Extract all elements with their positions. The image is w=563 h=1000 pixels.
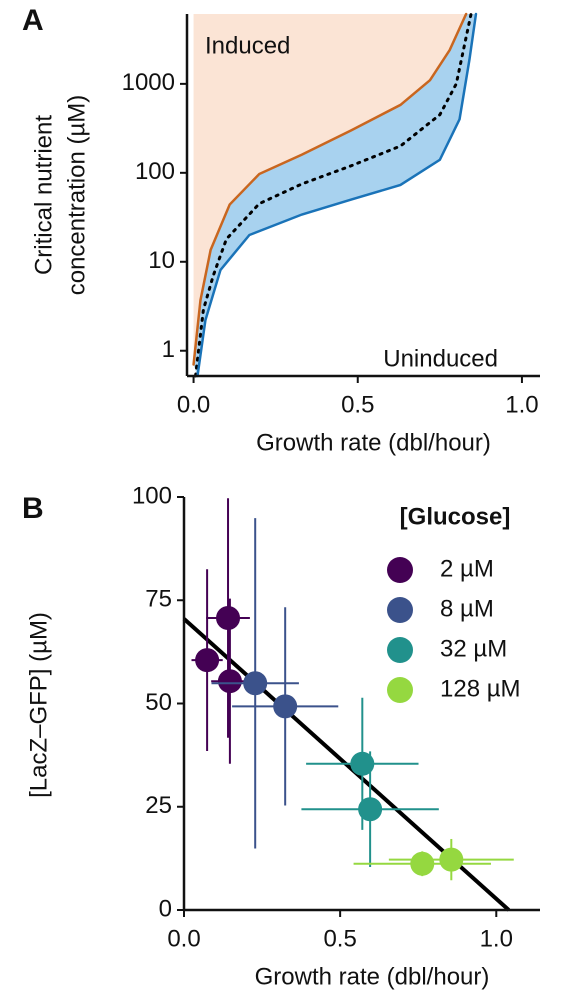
y-tick-label: 100: [135, 158, 175, 185]
point: [216, 606, 241, 631]
panel-letter: B: [22, 492, 44, 525]
legend-label: 2 µM: [440, 555, 494, 582]
y-tick-label: 1000: [122, 69, 175, 96]
x-tick-label: 1.0: [505, 391, 538, 418]
legend-title: [Glucose]: [400, 503, 511, 530]
y-tick-label: 25: [145, 792, 172, 819]
curve: [192, 12, 468, 366]
induced-region: [193, 14, 467, 365]
y-axis-label: concentration (µM): [63, 95, 90, 296]
point: [350, 751, 375, 776]
x-tick-label: 0.5: [341, 391, 374, 418]
point: [243, 671, 268, 696]
y-tick-label: 75: [145, 586, 172, 613]
annotation: Uninduced: [383, 345, 498, 372]
point: [439, 847, 464, 872]
legend-label: 8 µM: [440, 595, 494, 622]
point: [410, 851, 435, 876]
curve: [194, 12, 473, 378]
point: [273, 694, 298, 719]
x-axis-label: Growth rate (dbl/hour): [255, 963, 490, 990]
point: [358, 797, 383, 822]
point: [217, 669, 242, 694]
y-axis-label: Critical nutrient: [30, 115, 57, 275]
y-tick-label: 0: [159, 895, 172, 922]
legend-marker: [387, 637, 413, 663]
band-region: [193, 14, 476, 376]
y-tick-label: 100: [132, 482, 172, 509]
curve: [196, 12, 478, 378]
legend-label: 32 µM: [440, 635, 507, 662]
x-tick-label: 0.5: [323, 925, 356, 952]
point: [195, 648, 220, 673]
annotation: Induced: [205, 32, 290, 59]
x-tick-label: 0.0: [167, 925, 200, 952]
x-tick-label: 1.0: [480, 925, 513, 952]
y-tick-label: 10: [148, 247, 175, 274]
y-tick-label: 1: [162, 336, 175, 363]
legend-marker: [387, 557, 413, 583]
y-tick-label: 50: [145, 689, 172, 716]
x-axis-label: Growth rate (dbl/hour): [256, 429, 491, 456]
x-tick-label: 0.0: [177, 391, 210, 418]
legend-label: 128 µM: [440, 675, 521, 702]
legend-marker: [387, 677, 413, 703]
y-axis-label: [LacZ–GFP] (µM): [25, 612, 52, 798]
legend-marker: [387, 597, 413, 623]
panel-letter: A: [22, 4, 44, 37]
